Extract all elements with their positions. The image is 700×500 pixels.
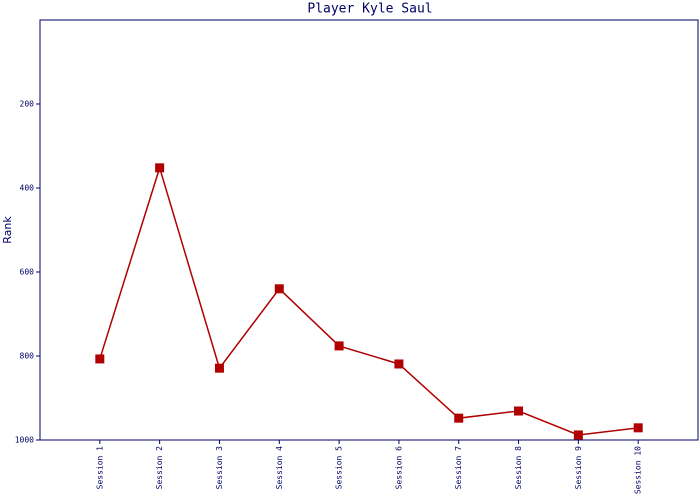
x-tick-label: Session 5 bbox=[335, 446, 344, 490]
marker bbox=[214, 363, 224, 373]
x-tick-label: Session 6 bbox=[394, 446, 403, 490]
chart-title: Player Kyle Saul bbox=[307, 2, 432, 17]
y-tick-label: 200 bbox=[20, 100, 35, 109]
y-tick-label: 1000 bbox=[15, 436, 34, 445]
x-tick-label: Session 10 bbox=[634, 446, 643, 494]
x-tick-label: Session 1 bbox=[95, 446, 104, 490]
x-tick-label: Session 3 bbox=[215, 446, 224, 490]
x-tick-label: Session 7 bbox=[454, 446, 463, 490]
y-tick-label: 800 bbox=[20, 352, 35, 361]
marker bbox=[394, 359, 404, 369]
y-tick-label: 400 bbox=[20, 184, 35, 193]
marker bbox=[573, 430, 583, 440]
x-tick-label: Session 9 bbox=[574, 446, 583, 490]
x-tick-label: Session 2 bbox=[155, 446, 164, 490]
line bbox=[99, 165, 639, 436]
marker bbox=[514, 406, 524, 416]
plot-border bbox=[39, 19, 699, 441]
marker bbox=[334, 341, 344, 351]
marker bbox=[155, 163, 165, 173]
marker bbox=[274, 284, 284, 294]
x-tick-label: Session 4 bbox=[275, 446, 284, 490]
y-axis-label: Rank bbox=[1, 216, 14, 244]
marker bbox=[95, 354, 105, 364]
x-tick-label: Session 8 bbox=[514, 446, 523, 490]
marker bbox=[454, 413, 464, 423]
marker bbox=[633, 423, 643, 433]
y-tick-label: 600 bbox=[20, 268, 35, 277]
